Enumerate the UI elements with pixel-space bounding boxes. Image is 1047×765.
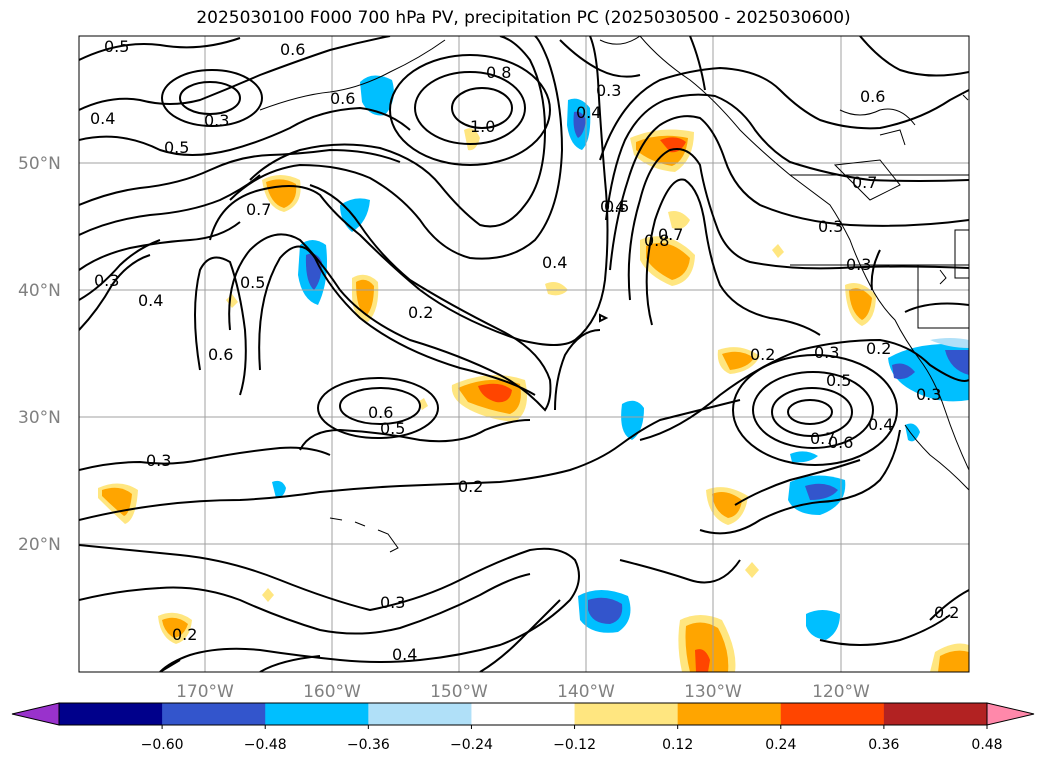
- lon-label-120w: 120°W: [812, 682, 870, 702]
- contour-label: 0.3: [380, 593, 405, 612]
- contour-label: 0.5: [380, 419, 405, 438]
- pv-contours: [79, 36, 969, 672]
- colorbar-tick-label: −0.36: [347, 737, 390, 753]
- contour-label: 0.6: [828, 433, 853, 452]
- contour-label: 0.4: [138, 291, 163, 310]
- contour-label: 0.3: [818, 217, 843, 236]
- colorbar-cell: [574, 703, 679, 725]
- contour-label: 0.6: [208, 345, 233, 364]
- contour-label: 0.6: [368, 403, 393, 422]
- colorbar-tick-label: −0.48: [244, 737, 287, 753]
- contour-label: 0.4: [542, 253, 567, 272]
- colorbar-cell: [677, 703, 782, 725]
- map-background: [79, 36, 969, 672]
- lon-label-140w: 140°W: [557, 682, 615, 702]
- contour-label: 0.4: [868, 415, 893, 434]
- contour-label: 0.2: [172, 625, 197, 644]
- contour-label: 0.2: [866, 339, 891, 358]
- map-title: 2025030100 F000 700 hPa PV, precipitatio…: [196, 8, 851, 28]
- contour-label: 1.0: [470, 117, 495, 136]
- map-border: [78, 35, 970, 673]
- colorbar-tick-label: 0.36: [868, 737, 899, 753]
- colorbar-cell: [162, 703, 266, 725]
- contour-label: 0.8: [644, 231, 669, 250]
- contour-label: 0.6: [860, 87, 885, 106]
- colorbar-tick-label: 0.24: [765, 737, 796, 753]
- contour-label: 0.8: [486, 63, 511, 82]
- contour-label: 0.6: [330, 89, 355, 108]
- colorbar-tick-label: −0.60: [141, 737, 184, 753]
- contour-label: 0.3: [94, 271, 119, 290]
- contour-label: 0.2: [750, 345, 775, 364]
- colorbar-cell: [59, 703, 163, 725]
- contour-label: 0.5: [104, 37, 129, 56]
- colorbar-tick-label: 0.12: [662, 737, 693, 753]
- contour-label: 0.7: [852, 173, 877, 192]
- contour-label: 0.7: [658, 225, 683, 244]
- contour-label: 0.7: [810, 429, 835, 448]
- lon-label-130w: 130°W: [684, 682, 742, 702]
- lat-label-30n: 30°N: [18, 408, 61, 428]
- lon-label-160w: 160°W: [303, 682, 361, 702]
- contour-label: 0.5: [240, 273, 265, 292]
- lon-label-150w: 150°W: [430, 682, 488, 702]
- contour-label: 0.7: [246, 200, 271, 219]
- lat-label-50n: 50°N: [18, 154, 61, 174]
- map-grid: [79, 36, 969, 672]
- contour-label: 0.2: [408, 303, 433, 322]
- contour-label: 0.3: [204, 111, 229, 130]
- colorbar-tick-label: −0.12: [553, 737, 596, 753]
- contour-label: 0.3: [146, 451, 171, 470]
- contour-label: 0.3: [916, 385, 941, 404]
- contour-label: 0.3: [596, 81, 621, 100]
- longitude-labels: 170°W 160°W 150°W 140°W 130°W 120°W: [176, 682, 870, 702]
- colorbar-tick-label: −0.24: [450, 737, 493, 753]
- latitude-labels: 50°N 40°N 30°N 20°N: [18, 154, 61, 555]
- contour-label: 0.4: [600, 197, 625, 216]
- colorbar-cell: [265, 703, 369, 725]
- colorbar: −0.60 −0.48 −0.36 −0.24 −0.12 0.12 0.24 0.36 0.4…: [11, 702, 1035, 753]
- contour-label: 0.5: [164, 138, 189, 157]
- contour-label: 0.3: [814, 343, 839, 362]
- contour-label: 0.5: [826, 371, 851, 390]
- coastlines: [259, 36, 969, 553]
- lat-label-20n: 20°N: [18, 535, 61, 555]
- colorbar-ticks: −0.60 −0.48 −0.36 −0.24 −0.12 0.12 0.24 0.36 0.4…: [141, 725, 1003, 753]
- lat-label-40n: 40°N: [18, 281, 61, 301]
- contour-label: 0.4: [90, 109, 115, 128]
- colorbar-cell: [883, 703, 988, 725]
- contour-label: 0.5: [604, 197, 629, 216]
- contour-label: 0.2: [458, 477, 483, 496]
- colorbar-cell: [780, 703, 885, 725]
- colorbar-frame: [58, 702, 988, 726]
- colorbar-cells: [59, 703, 988, 725]
- colorbar-cell: [368, 703, 472, 725]
- contour-label: 0.3: [846, 255, 871, 274]
- contour-labels: 0.5 0.6 0.4 0.5 0.3 0.6 0.8 1.0 0.3 0.4 …: [90, 37, 959, 664]
- contour-label: 0.2: [934, 603, 959, 622]
- colorbar-tick-label: 0.48: [971, 737, 1002, 753]
- contour-label: 0.4: [576, 103, 601, 122]
- colorbar-cell: [471, 703, 576, 725]
- contour-label: 0.6: [280, 40, 305, 59]
- contour-label: 0.4: [392, 645, 417, 664]
- colorbar-extend-low: [11, 702, 60, 726]
- colorbar-extend-high: [986, 702, 1035, 726]
- lon-label-170w: 170°W: [176, 682, 234, 702]
